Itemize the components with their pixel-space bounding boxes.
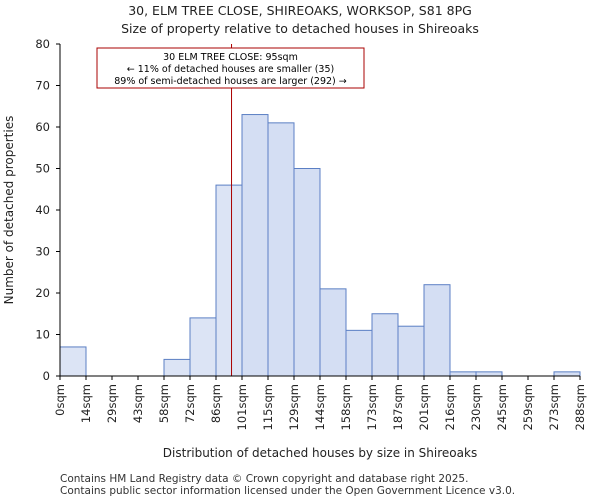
x-tick-label-14sqm: 14sqm bbox=[79, 384, 93, 423]
footer-line-1: Contains HM Land Registry data © Crown c… bbox=[60, 473, 469, 485]
bar-0sqm bbox=[59, 346, 87, 377]
x-tick-label-288sqm: 288sqm bbox=[573, 384, 587, 430]
bar-129sqm bbox=[293, 168, 321, 377]
y-tick-label-20: 20 bbox=[35, 286, 50, 300]
bar-173sqm bbox=[371, 313, 399, 377]
x-tick-label-101sqm: 101sqm bbox=[235, 384, 249, 430]
histogram-chart: 0 10 20 30 40 50 60 70 80 0sqm 14sqm 29sqm 43sqm 58s… bbox=[2, 37, 587, 460]
annotation-border bbox=[96, 47, 365, 89]
bar-86sqm bbox=[215, 184, 243, 377]
bar-158sqm bbox=[345, 329, 373, 377]
bar-115sqm bbox=[267, 122, 295, 377]
x-tick-label-230sqm: 230sqm bbox=[469, 384, 483, 430]
bar-230sqm bbox=[475, 371, 503, 377]
y-tick-label-70: 70 bbox=[35, 79, 50, 93]
x-tick-label-86sqm: 86sqm bbox=[209, 384, 223, 423]
y-tick-label-40: 40 bbox=[35, 203, 50, 217]
chart-title-line-1: 30, ELM TREE CLOSE, SHIREOAKS, WORKSOP, … bbox=[128, 3, 472, 18]
x-tick-label-58sqm: 58sqm bbox=[157, 384, 171, 423]
x-tick-label-43sqm: 43sqm bbox=[131, 384, 145, 423]
y-tick-label-50: 50 bbox=[35, 162, 50, 176]
x-ticks-group: 0sqm 14sqm 29sqm 43sqm 58sqm 72sqm 86sqm 101sqm… bbox=[53, 376, 587, 430]
x-tick-label-0sqm: 0sqm bbox=[53, 384, 67, 416]
y-axis-label: Number of detached properties bbox=[2, 116, 16, 305]
bar-187sqm bbox=[397, 325, 425, 377]
y-tick-label-0: 0 bbox=[43, 369, 50, 383]
x-tick-label-173sqm: 173sqm bbox=[365, 384, 379, 430]
annotation-line-2: ← 11% of detached houses are smaller (35… bbox=[127, 64, 334, 75]
x-tick-label-273sqm: 273sqm bbox=[547, 384, 561, 430]
bar-216sqm bbox=[449, 371, 477, 377]
y-tick-label-30: 30 bbox=[35, 245, 50, 259]
footer-line-2: Contains public sector information licen… bbox=[60, 485, 516, 497]
x-tick-label-259sqm: 259sqm bbox=[521, 384, 535, 430]
annotation-line-1: 30 ELM TREE CLOSE: 95sqm bbox=[163, 52, 298, 63]
bars-group bbox=[59, 114, 581, 377]
bar-101sqm bbox=[241, 114, 269, 377]
annotation-box: 30 ELM TREE CLOSE: 95sqm ← 11% of detach… bbox=[96, 47, 365, 89]
x-tick-label-245sqm: 245sqm bbox=[495, 384, 509, 430]
bar-72sqm bbox=[189, 317, 217, 377]
x-tick-label-187sqm: 187sqm bbox=[391, 384, 405, 430]
x-tick-label-29sqm: 29sqm bbox=[105, 384, 119, 423]
x-axis-label: Distribution of detached houses by size … bbox=[163, 446, 477, 460]
annotation-line-3: 89% of semi-detached houses are larger (… bbox=[114, 76, 347, 87]
x-tick-label-115sqm: 115sqm bbox=[261, 384, 275, 430]
bar-144sqm bbox=[319, 288, 347, 377]
y-tick-label-60: 60 bbox=[35, 120, 50, 134]
bar-201sqm bbox=[423, 284, 451, 377]
x-tick-label-72sqm: 72sqm bbox=[183, 384, 197, 423]
y-tick-label-10: 10 bbox=[35, 328, 50, 342]
y-ticks-group: 0 10 20 30 40 50 60 70 80 bbox=[35, 37, 60, 383]
bar-58sqm bbox=[163, 358, 191, 377]
chart-title-line-2: Size of property relative to detached ho… bbox=[121, 21, 479, 36]
bar-273sqm bbox=[553, 371, 581, 377]
x-tick-label-129sqm: 129sqm bbox=[287, 384, 301, 430]
x-tick-label-201sqm: 201sqm bbox=[417, 384, 431, 430]
x-tick-label-158sqm: 158sqm bbox=[339, 384, 353, 430]
x-tick-label-216sqm: 216sqm bbox=[443, 384, 457, 430]
y-tick-label-80: 80 bbox=[35, 37, 50, 51]
x-tick-label-144sqm: 144sqm bbox=[313, 384, 327, 430]
